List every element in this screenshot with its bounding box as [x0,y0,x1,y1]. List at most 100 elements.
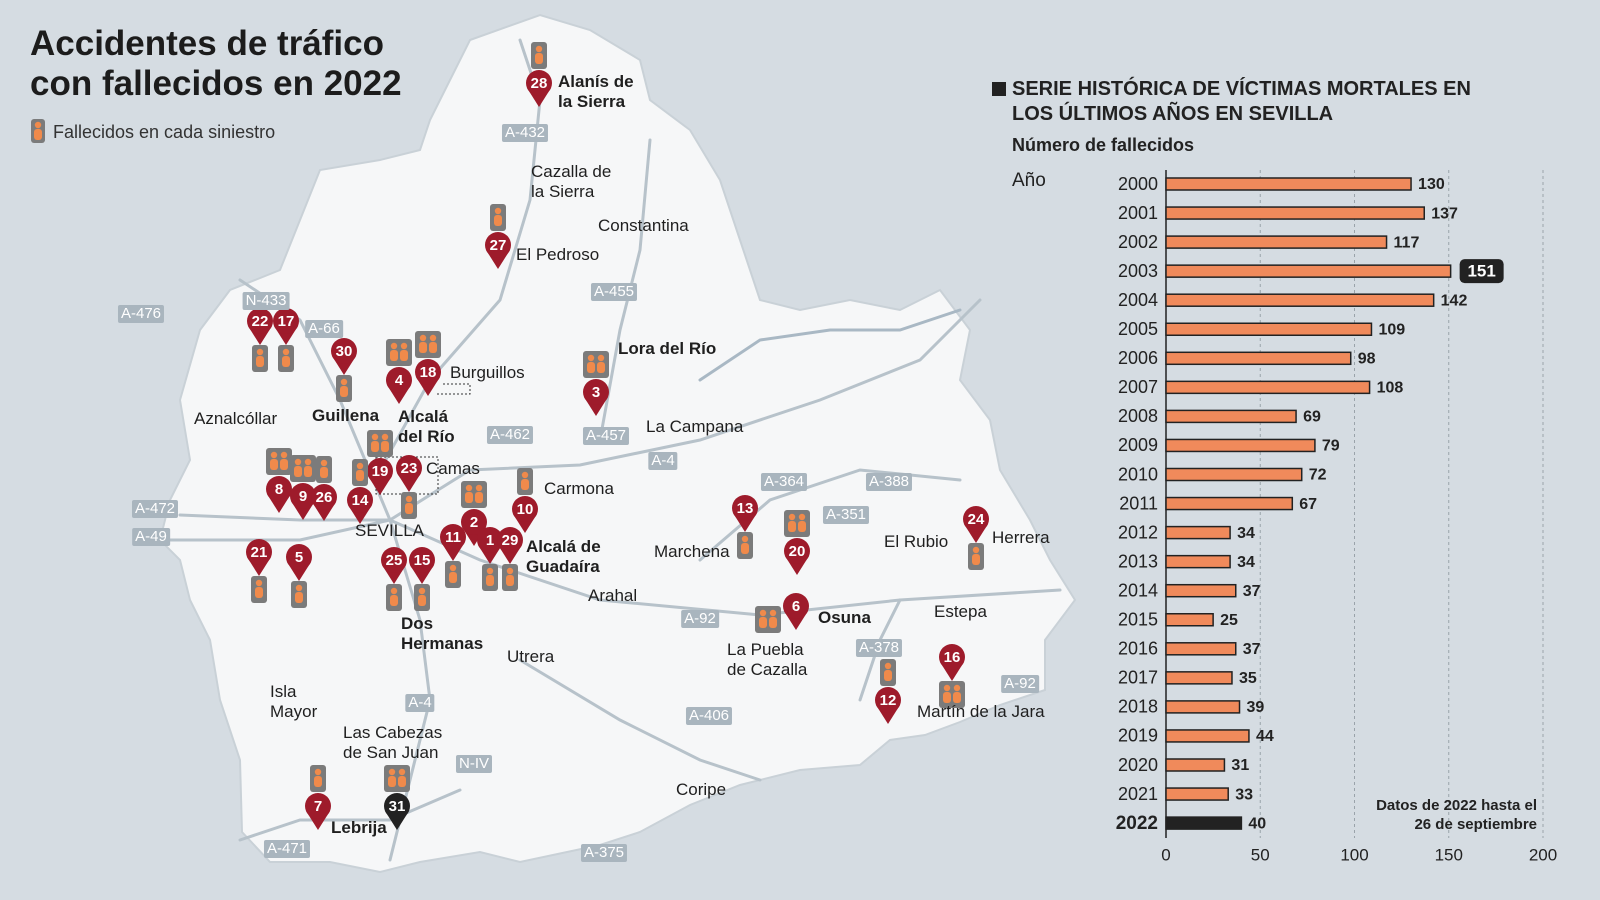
value-label: 34 [1237,525,1255,542]
y-tick-label: 2008 [1118,406,1158,426]
marker-label: 20 [789,543,806,560]
person-head [282,348,290,356]
road-label: A-406 [685,707,733,725]
bar [1165,642,1237,656]
value-label: 39 [1247,699,1265,716]
person-head [429,334,437,342]
marker-label: 23 [401,460,418,477]
marker-label: 19 [372,463,389,480]
person-head [256,348,264,356]
value-label-box [1459,259,1504,284]
person-body [390,595,398,606]
y-tick-label: 2021 [1118,784,1158,804]
person-body [972,554,980,565]
fatality-icons [737,532,753,559]
bar [1165,293,1435,307]
bar [1165,700,1241,714]
y-tick-label: 2001 [1118,203,1158,223]
icon-box [384,765,410,792]
place-label: Osuna [818,608,871,627]
place-label: Estepa [934,602,987,621]
person-body [340,386,348,397]
place-label: Camas [426,459,480,478]
person-body [356,470,364,481]
person-head [398,768,406,776]
place-label: Carmona [544,479,614,498]
fatality-icons [583,351,609,378]
value-label: 44 [1256,728,1274,745]
marker-head [461,509,487,535]
person-head [475,484,483,492]
road-label: A-4 [648,452,678,470]
title: Accidentes de tráfico con fallecidos en … [30,24,402,103]
person-body [506,575,514,586]
legend-icon [31,119,45,143]
place-label: Herrera [992,528,1050,547]
bar [1165,351,1352,366]
fatality-icons [316,456,332,483]
place-label: Alanís de la Sierra [558,72,634,111]
bar [1165,177,1412,191]
person-head [418,587,426,595]
y-tick-label: 2015 [1118,610,1158,630]
place-label: Alcalá del Río [398,407,455,446]
marker-head [440,524,466,550]
marker-label: 3 [592,384,600,401]
person-body [255,587,263,598]
y-tick-label: 2002 [1118,232,1158,252]
value-label: 108 [1377,380,1404,397]
icon-box [583,351,609,378]
place-label: Lora del Río [618,339,717,358]
road-label: A-378 [855,639,903,657]
fatality-icons [784,510,810,537]
fatality-icons [278,345,294,372]
burguillos-leader [435,383,471,395]
person-head [587,354,595,362]
person-body [419,342,427,353]
place-label: Lebrija [331,818,387,837]
road-label: A-388 [865,473,913,491]
value-label: 67 [1299,496,1317,513]
person-body [295,592,303,603]
y-tick-label: 2006 [1118,348,1158,368]
person-head [494,207,502,215]
chart-title-square [992,82,1006,96]
marker-label: 18 [420,364,437,381]
marker-label: 26 [316,489,333,506]
person-body [475,492,483,503]
person-head [34,121,42,129]
person-body [465,492,473,503]
person-head [381,433,389,441]
marker-label: 17 [278,313,295,330]
fatality-icons [415,331,441,358]
chart-title: SERIE HISTÓRICA DE VÍCTIMAS MORTALES EN … [1012,78,1471,125]
marker-head [286,544,312,570]
marker-head [732,495,758,521]
marker-label: 1 [486,532,494,549]
place-label: Aznalcóllar [194,409,278,428]
marker-label: 24 [968,511,985,528]
marker-label: 7 [314,798,322,815]
marker-label: 22 [252,313,269,330]
fatality-icons [502,564,518,591]
value-label: 142 [1441,292,1468,309]
fatality-icons [939,681,965,708]
road-label: A-457 [582,427,630,445]
person-head [972,546,980,554]
value-label: 72 [1309,467,1327,484]
marker-head [875,687,901,713]
legend-text: Fallecidos en cada siniestro [53,122,276,142]
person-body [943,692,951,703]
place-label: El Pedroso [516,245,600,264]
road-label: A-92 [1001,675,1039,693]
person-head [486,567,494,575]
marker-label: 9 [299,488,307,505]
marker-head [381,547,407,573]
person-head [419,334,427,342]
road-label: A-364 [760,473,808,491]
marker-head [305,793,331,819]
value-label: 109 [1378,321,1405,338]
y-tick-label: 2014 [1118,580,1158,600]
person-head [320,459,328,467]
